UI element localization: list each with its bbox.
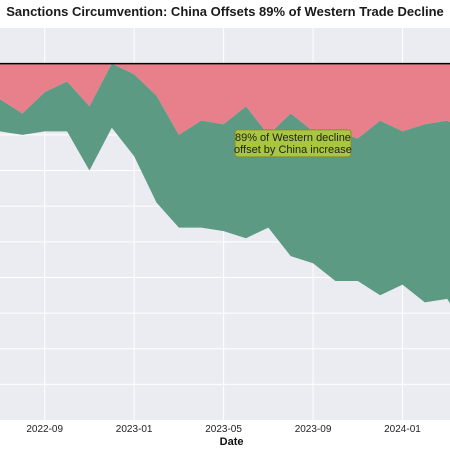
x-tick-label-3: 2023-09	[295, 424, 332, 435]
area-net-loss	[0, 63, 450, 139]
annotation-text-line1: 89% of Western decline	[235, 132, 351, 144]
x-tick-label-0: 2022-09	[26, 424, 63, 435]
area-china-offset	[0, 63, 450, 304]
annotation-box	[234, 129, 352, 158]
x-axis-label: Date	[220, 436, 244, 448]
x-tick-label-2: 2023-05	[205, 424, 242, 435]
x-tick-label-1: 2023-01	[116, 424, 153, 435]
x-tick-label-4: 2024-01	[384, 424, 421, 435]
chart-title: Sanctions Circumvention: China Offsets 8…	[6, 4, 444, 19]
annotation-text-line2: offset by China increase	[234, 144, 352, 156]
